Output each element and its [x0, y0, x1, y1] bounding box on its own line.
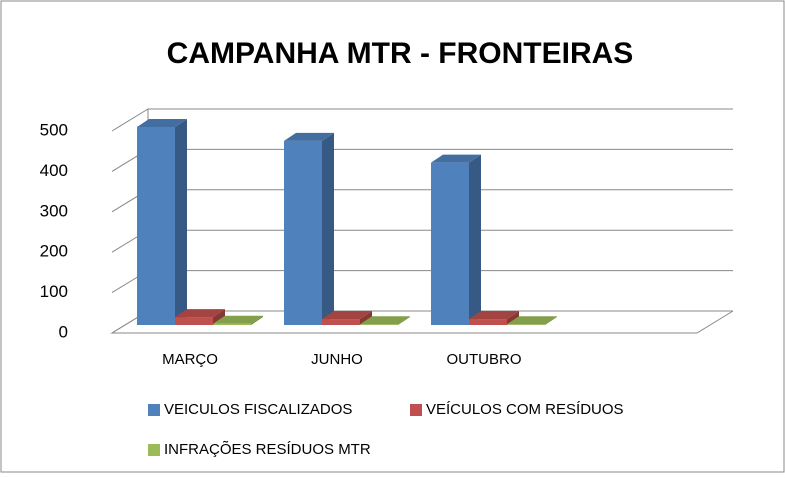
bar: [507, 316, 557, 325]
legend-swatch: [148, 444, 160, 456]
bar-side: [175, 119, 187, 325]
bar-side: [545, 316, 557, 325]
x-tick-label: MARÇO: [162, 351, 218, 368]
bar-top: [431, 154, 481, 163]
bar-front: [284, 140, 322, 325]
bar: [213, 315, 263, 325]
bar: [284, 132, 334, 325]
chart-title: CAMPANHA MTR - FRONTEIRAS: [167, 37, 634, 70]
legend-label: VEÍCULOS COM RESÍDUOS: [426, 401, 624, 418]
bar: [360, 316, 410, 325]
bar-front: [360, 324, 398, 325]
bar-side: [360, 311, 372, 325]
bar-front: [213, 323, 251, 325]
bar: [137, 119, 187, 325]
y-tick-label: 500: [40, 120, 68, 139]
bar-top: [284, 132, 334, 141]
bar-top: [469, 311, 519, 320]
bar-top: [137, 119, 187, 127]
x-tick-label: JUNHO: [311, 351, 363, 368]
bar: [175, 309, 225, 325]
bar-side: [398, 316, 410, 325]
bar-side: [322, 132, 334, 325]
grid-line: [111, 108, 733, 132]
bar-top: [322, 311, 372, 320]
y-tick-label: 100: [40, 282, 68, 301]
bar: [322, 311, 372, 325]
bar: [469, 311, 519, 325]
bar-top: [507, 316, 557, 325]
bar-side: [507, 311, 519, 325]
bar-side: [469, 154, 481, 325]
legend-swatch: [410, 404, 422, 416]
y-tick-label: 0: [59, 322, 68, 341]
legend-label: VEICULOS FISCALIZADOS: [164, 401, 352, 418]
bar-top: [213, 315, 263, 324]
bar-front: [322, 319, 360, 325]
bar-front: [469, 319, 507, 325]
legend-swatch: [148, 404, 160, 416]
bar-front: [431, 162, 469, 325]
bar: [431, 154, 481, 325]
y-tick-label: 200: [40, 242, 68, 261]
bar-top: [175, 309, 225, 318]
bar-side: [213, 309, 225, 325]
bar-front: [175, 317, 213, 325]
y-tick-label: 300: [40, 201, 68, 220]
bar-front: [137, 127, 175, 325]
bar-top: [360, 316, 410, 325]
bar-front: [507, 324, 545, 325]
bar-side: [251, 315, 263, 325]
y-tick-label: 400: [40, 161, 68, 180]
x-tick-label: OUTUBRO: [447, 351, 522, 368]
legend-label: INFRAÇÕES RESÍDUOS MTR: [164, 441, 371, 458]
